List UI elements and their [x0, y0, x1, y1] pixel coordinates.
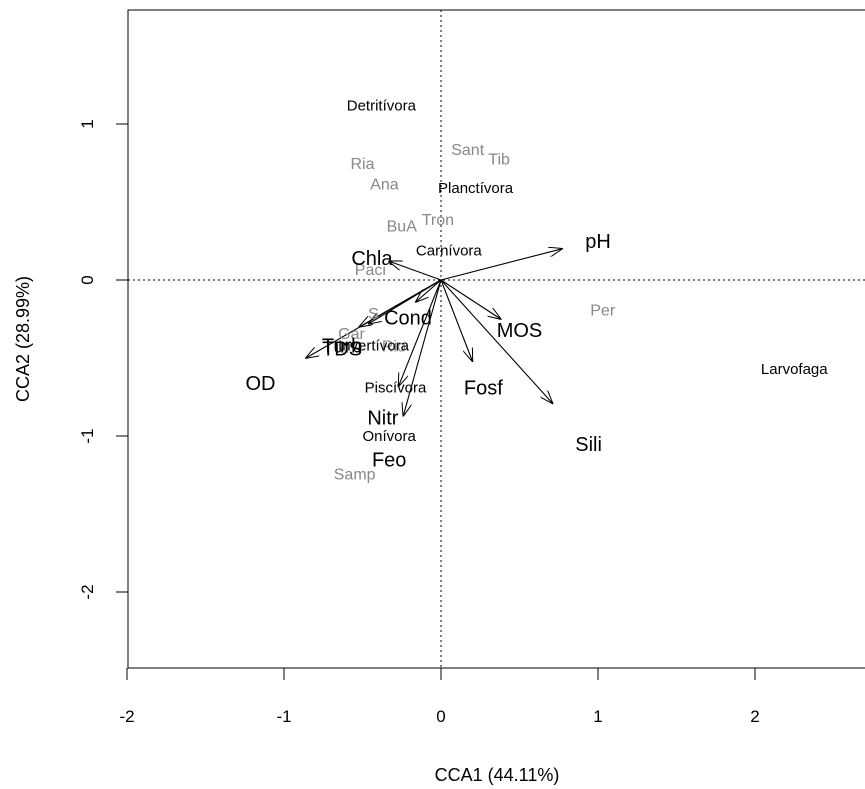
env-vector-arrow-sili — [440, 279, 552, 403]
x-tick-label: 2 — [750, 707, 759, 726]
site-label: Sant — [451, 142, 484, 159]
env-label-turb: Turb — [322, 336, 362, 358]
env-vector-arrow-fosf — [440, 279, 472, 361]
group-label: Onívora — [363, 428, 417, 445]
x-tick-label: 0 — [436, 707, 445, 726]
env-label-tds: TDS — [322, 339, 362, 361]
group-label: Piscívora — [365, 380, 427, 397]
axis-ticks: -2 -1 0 1 2 -2 -1 0 1 — [78, 119, 760, 726]
group-label: Planctívora — [438, 180, 514, 197]
feeding-group-labels: Detritívora Planctívora Carnívora Invertívo… — [338, 97, 828, 445]
site-label: Rio — [382, 339, 406, 356]
env-label-feo: Feo — [372, 449, 406, 471]
env-vector-arrow-nitr — [399, 279, 442, 386]
group-label: Detritívora — [347, 97, 417, 114]
env-label-od: OD — [245, 373, 275, 395]
site-label: Per — [590, 303, 616, 320]
y-tick-label: 1 — [78, 119, 97, 128]
x-tick-label: -2 — [119, 707, 134, 726]
env-vector-arrow-od — [306, 279, 442, 358]
env-label-chla: Chla — [351, 248, 393, 270]
y-tick-label: 0 — [78, 275, 97, 284]
x-tick-label: -1 — [276, 707, 291, 726]
env-label-mos: MOS — [497, 320, 543, 342]
x-tick-label: 1 — [593, 707, 602, 726]
env-label-fosf: Fosf — [464, 378, 503, 400]
site-label: Gar — [338, 326, 365, 343]
env-vector-arrow-mos — [440, 279, 501, 319]
plot-area-frame — [127, 9, 865, 669]
site-label: Paci — [355, 262, 386, 279]
reference-lines — [128, 10, 865, 668]
site-label: Ria — [350, 156, 374, 173]
env-label-sili: Sili — [575, 434, 602, 456]
env-vector-arrow-feo — [403, 279, 442, 416]
environment-vectors — [306, 249, 562, 416]
site-label: Samp — [334, 466, 376, 483]
y-tick-label: -1 — [78, 428, 97, 443]
y-tick-label: -2 — [78, 584, 97, 599]
env-label-nitr: Nitr — [367, 407, 398, 429]
y-axis-title: CCA2 (28.99%) — [13, 276, 33, 402]
site-label: Tib — [488, 151, 510, 168]
site-label: Tron — [422, 212, 454, 229]
group-label: Invertívora — [338, 338, 410, 355]
group-label: Larvofaga — [761, 361, 828, 378]
group-label: Carnívora — [416, 242, 483, 259]
site-label: Ana — [370, 176, 399, 193]
env-vector-arrow-ph — [440, 249, 562, 281]
x-axis-title: CCA1 (44.11%) — [435, 765, 560, 785]
site-label: BuA — [387, 218, 418, 235]
env-label-ph: pH — [585, 231, 611, 253]
env-label-cond: Cond — [384, 307, 432, 329]
env-vector-arrow-cond — [416, 279, 442, 302]
env-vector-arrow-chla — [389, 261, 442, 281]
site-label: S — [368, 306, 379, 323]
